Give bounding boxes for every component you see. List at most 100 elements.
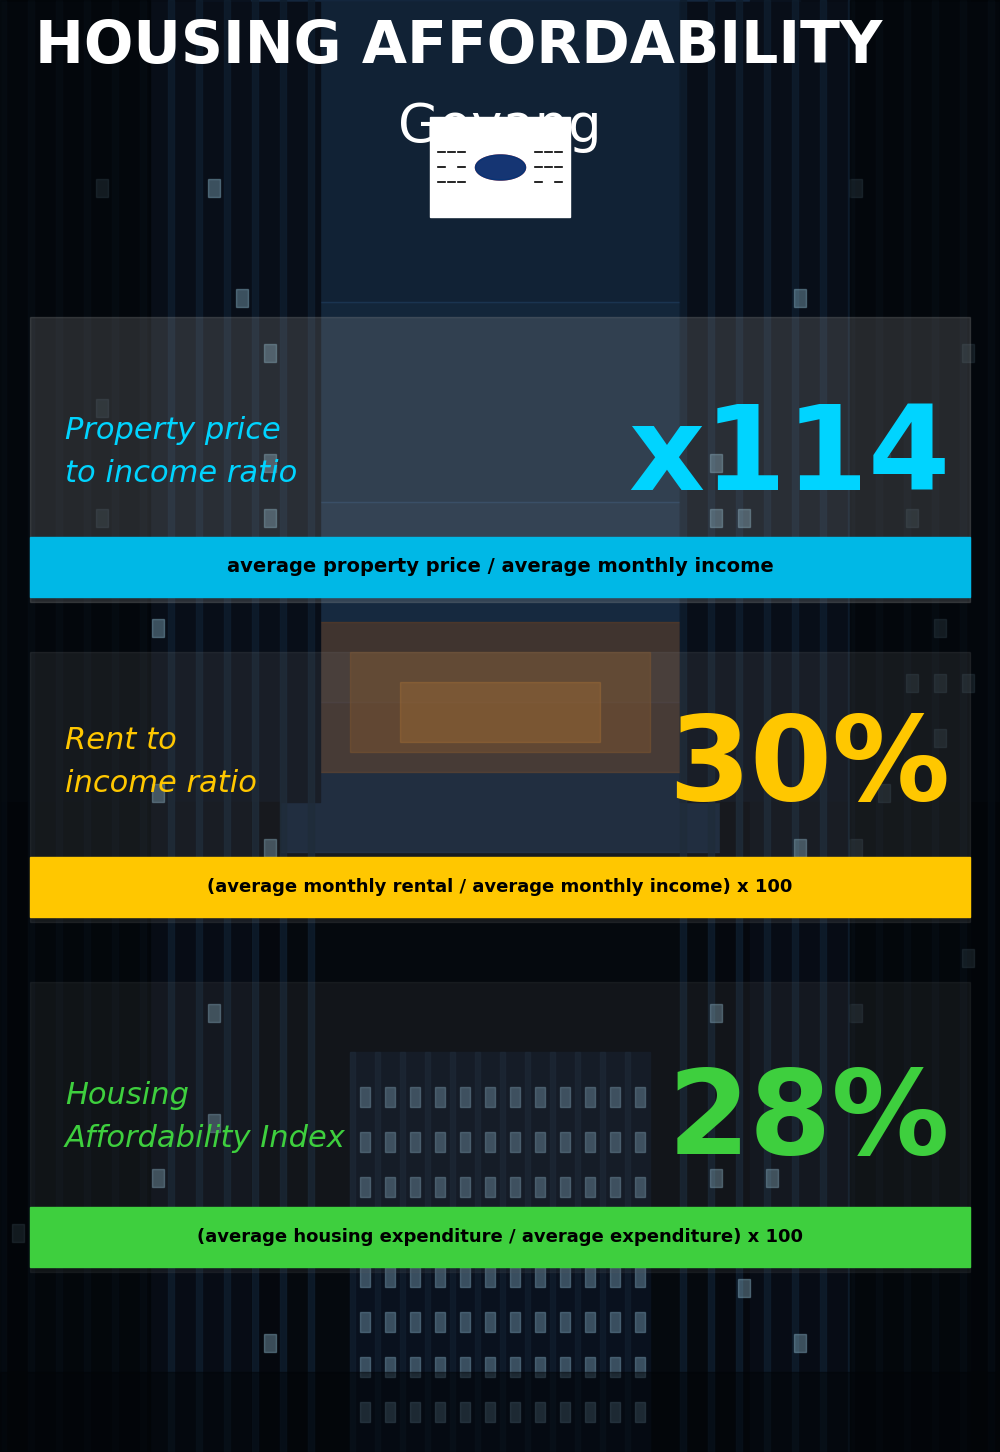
Bar [560,1403,570,1422]
Bar [385,1088,395,1106]
Text: (average monthly rental / average monthly income) x 100: (average monthly rental / average monthl… [207,878,793,896]
Bar [460,1088,470,1106]
Bar [850,1224,862,1241]
Bar [585,1088,595,1106]
Bar [485,1268,495,1286]
Bar [560,1133,570,1151]
Bar [876,0,882,1452]
Bar [635,1223,645,1241]
Bar [560,1268,570,1286]
Bar [510,1313,520,1331]
Bar [736,0,742,1452]
Bar [124,839,136,857]
Bar [710,289,722,306]
Bar [550,1053,555,1452]
Bar [0,0,6,1452]
Bar [535,1178,545,1196]
Bar [360,1223,370,1241]
Bar [360,1403,370,1422]
Bar [410,1313,420,1331]
Bar [196,0,202,1452]
Bar [485,1223,495,1241]
Bar [280,0,286,1452]
Bar [610,1223,620,1241]
Bar [410,1403,420,1422]
Bar [475,1053,480,1452]
Bar [878,234,890,253]
Bar [535,1268,545,1286]
Bar [68,1169,80,1186]
Bar [435,1088,445,1106]
Bar [30,982,970,1272]
Bar [0,1372,1000,1452]
Bar [485,1178,495,1196]
Bar [485,1313,495,1331]
Bar [460,1133,470,1151]
Bar [30,317,970,603]
Bar [962,674,974,693]
Bar [385,1178,395,1196]
Bar [485,1088,495,1106]
Bar [252,0,258,1452]
Bar [30,0,250,1452]
Bar [560,1178,570,1196]
Bar [350,1053,650,1452]
Bar [585,1313,595,1331]
Bar [460,1223,470,1241]
Text: x114: x114 [628,399,950,514]
Bar [460,1313,470,1331]
Bar [385,1403,395,1422]
Bar [988,0,994,1452]
Text: HOUSING AFFORDABILITY: HOUSING AFFORDABILITY [35,19,882,76]
Bar [40,344,52,362]
Bar [410,1223,420,1241]
Bar [460,1178,470,1196]
Bar [208,839,220,857]
Bar [575,1053,580,1452]
Bar [236,784,248,802]
Bar [708,0,714,1452]
Bar [308,0,314,1452]
Bar [906,1169,918,1186]
Bar [510,1268,520,1286]
Bar [766,234,778,253]
Bar [68,289,80,306]
Bar [610,1358,620,1376]
Bar [40,399,52,417]
Bar [236,234,248,253]
Bar [350,652,650,752]
Text: Housing
Affordability Index: Housing Affordability Index [65,1082,346,1153]
Bar [635,1178,645,1196]
Bar [820,0,826,1452]
Text: (average housing expenditure / average expenditure) x 100: (average housing expenditure / average e… [197,1228,803,1246]
Bar [300,621,700,772]
Bar [585,1223,595,1241]
Bar [350,1053,355,1452]
Bar [560,1358,570,1376]
Bar [485,1403,495,1422]
Bar [535,1088,545,1106]
Bar [400,1053,405,1452]
Bar [385,1223,395,1241]
Bar [792,0,798,1452]
Bar [560,1088,570,1106]
Bar [0,0,150,1452]
Bar [635,1313,645,1331]
Bar [766,1114,778,1133]
Bar [410,1358,420,1376]
Bar [152,179,164,197]
Bar [0,1,320,802]
Bar [850,399,862,417]
Bar [610,1268,620,1286]
Bar [208,1059,220,1077]
Bar [878,1224,890,1241]
Bar [435,1313,445,1331]
Bar [200,302,800,502]
Bar [850,0,1000,1452]
Bar [450,1053,455,1452]
Bar [360,1178,370,1196]
Bar [168,0,174,1452]
Bar [360,1313,370,1331]
Bar [738,1059,750,1077]
Bar [68,1003,80,1022]
